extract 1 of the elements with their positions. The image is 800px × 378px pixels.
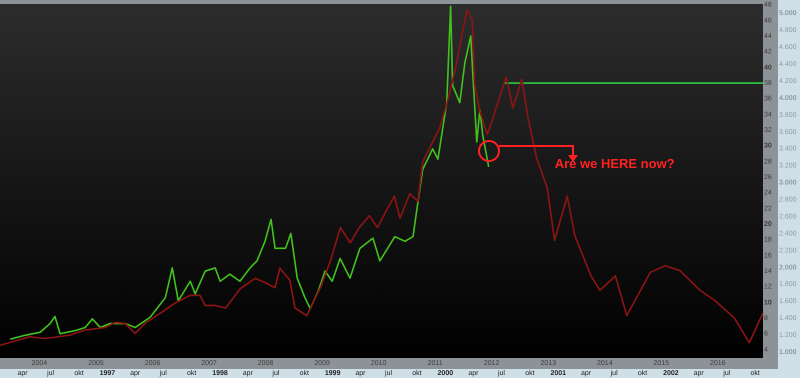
annotation: Are we HERE now?: [554, 156, 675, 171]
